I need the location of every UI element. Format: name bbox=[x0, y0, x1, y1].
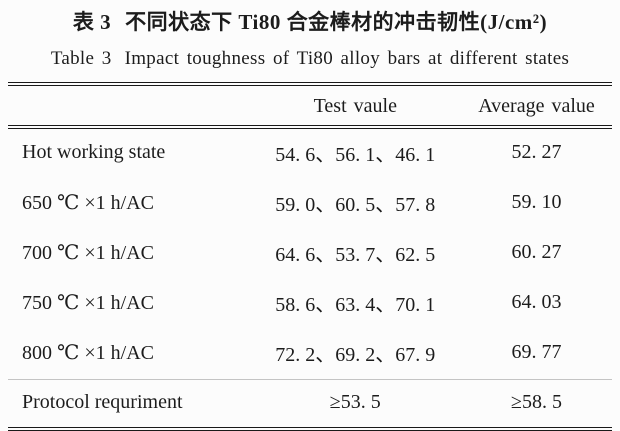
test-values-cell: 64. 6、53. 7、62. 5 bbox=[275, 244, 436, 266]
table-header-row: Test vaule Average value bbox=[8, 84, 612, 127]
table-row: 750 ℃ ×1 h/AC 58. 6、63. 4、70. 1 64. 03 bbox=[8, 279, 612, 329]
state-cell: Protocol requriment bbox=[22, 391, 183, 413]
paper-page: 表 3 不同状态下 Ti80 合金棒材的冲击韧性(J/cm²) Table 3 Im… bbox=[0, 9, 620, 431]
col-header-state bbox=[8, 84, 250, 127]
col-header-test-value: Test vaule bbox=[313, 95, 397, 117]
average-value-cell: 69. 77 bbox=[511, 341, 562, 363]
average-value-cell: 52. 27 bbox=[511, 141, 562, 163]
state-cell: 750 ℃ ×1 h/AC bbox=[22, 292, 154, 314]
table-row-protocol-requirement: Protocol requriment ≥53. 5 ≥58. 5 bbox=[8, 379, 612, 430]
table-row: 800 ℃ ×1 h/AC 72. 2、69. 2、67. 9 69. 77 bbox=[8, 329, 612, 380]
table-caption-zh-text: 不同状态下 Ti80 合金棒材的冲击韧性(J/cm²) bbox=[125, 10, 548, 34]
average-value-cell: 64. 03 bbox=[511, 291, 562, 313]
state-cell: Hot working state bbox=[22, 141, 166, 163]
state-cell: 650 ℃ ×1 h/AC bbox=[22, 192, 154, 214]
state-cell: 700 ℃ ×1 h/AC bbox=[22, 242, 154, 264]
test-values-cell: ≥53. 5 bbox=[329, 391, 381, 413]
table-row: Hot working state 54. 6、56. 1、46. 1 52. … bbox=[8, 127, 612, 179]
table-caption-en-text: Impact toughness of Ti80 alloy bars at d… bbox=[124, 48, 570, 69]
average-value-cell: ≥58. 5 bbox=[511, 391, 562, 413]
table-caption-zh-label: 表 3 bbox=[72, 10, 112, 34]
table-caption-en: Table 3 Impact toughness of Ti80 alloy ba… bbox=[0, 47, 620, 71]
state-cell: 800 ℃ ×1 h/AC bbox=[22, 342, 154, 364]
table-caption-zh: 表 3 不同状态下 Ti80 合金棒材的冲击韧性(J/cm²) bbox=[0, 9, 620, 36]
test-values-cell: 59. 0、60. 5、57. 8 bbox=[275, 194, 436, 216]
impact-toughness-table: Test vaule Average value Hot working sta… bbox=[8, 82, 612, 431]
col-header-average-value: Average value bbox=[478, 95, 595, 117]
table-row: 700 ℃ ×1 h/AC 64. 6、53. 7、62. 5 60. 27 bbox=[8, 229, 612, 279]
table-caption-en-label: Table 3 bbox=[50, 48, 112, 69]
test-values-cell: 58. 6、63. 4、70. 1 bbox=[275, 294, 436, 316]
test-values-cell: 72. 2、69. 2、67. 9 bbox=[275, 344, 436, 366]
test-values-cell: 54. 6、56. 1、46. 1 bbox=[275, 144, 436, 166]
table-row: 650 ℃ ×1 h/AC 59. 0、60. 5、57. 8 59. 10 bbox=[8, 179, 612, 229]
average-value-cell: 60. 27 bbox=[511, 241, 562, 263]
average-value-cell: 59. 10 bbox=[511, 191, 562, 213]
